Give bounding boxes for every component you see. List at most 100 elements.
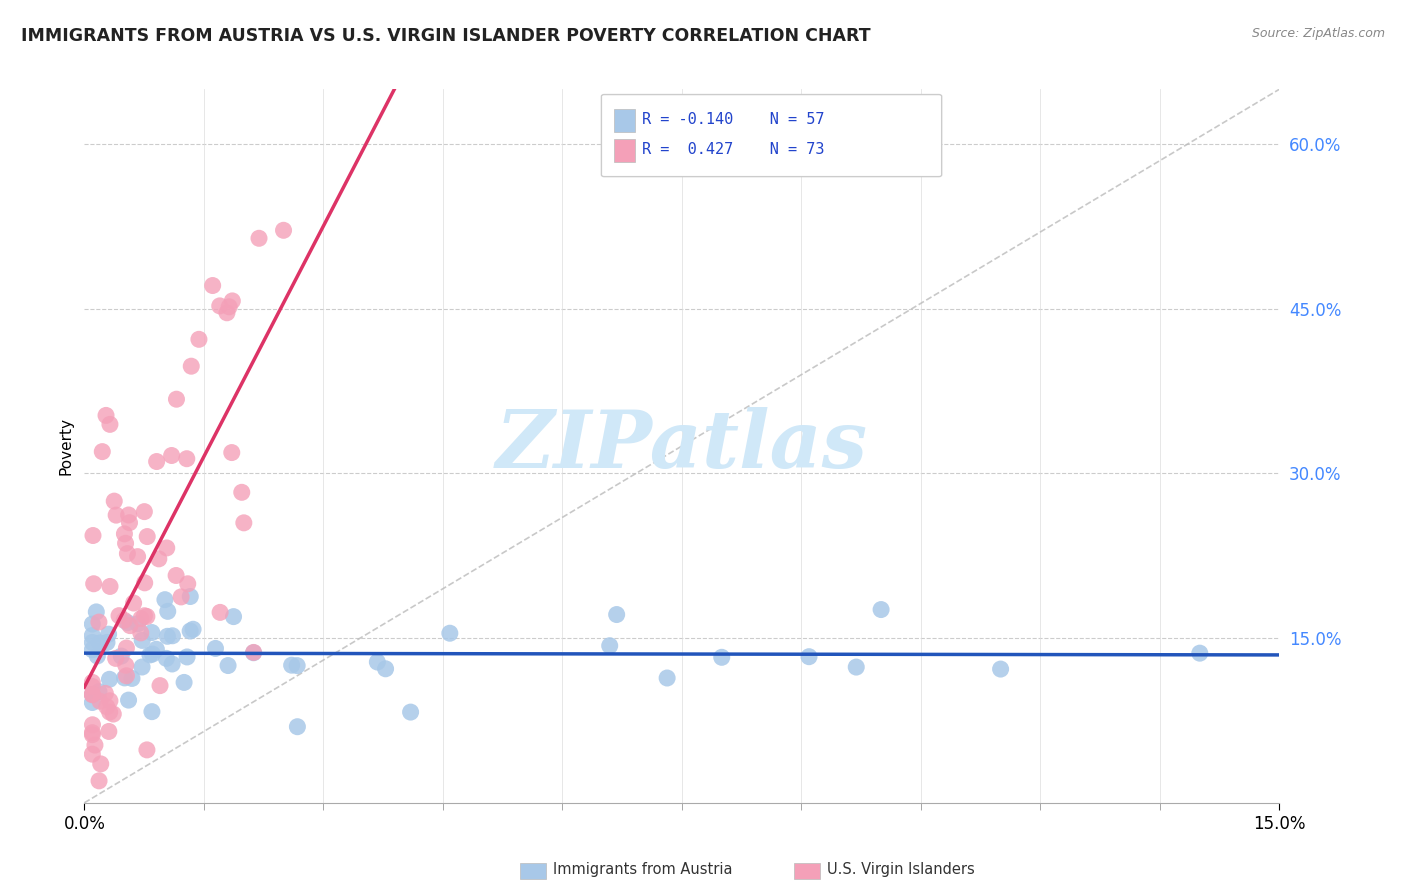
Point [204, 641, 226, 656]
Point [103, 494, 125, 508]
Point [117, 693, 139, 707]
Point [117, 615, 139, 630]
Point [97, 724, 120, 739]
Point [160, 449, 183, 463]
Point [162, 629, 184, 643]
Point [87, 773, 110, 788]
Point [439, 626, 461, 640]
Point [82, 688, 104, 702]
Point [122, 596, 145, 610]
Point [86, 648, 108, 663]
Point [87, 684, 110, 698]
Point [89, 636, 111, 650]
Point [990, 662, 1012, 676]
Point [179, 624, 201, 638]
Point [82, 528, 104, 542]
Point [285, 658, 308, 673]
Point [89, 694, 111, 708]
Point [170, 590, 193, 604]
Point [82, 725, 104, 739]
Point [870, 602, 893, 616]
Point [114, 658, 136, 673]
Point [215, 306, 238, 320]
Point [127, 616, 149, 631]
Point [179, 590, 201, 604]
Point [141, 647, 163, 661]
Point [141, 625, 163, 640]
Text: R =  0.427    N = 73: R = 0.427 N = 73 [643, 143, 825, 157]
Point [134, 505, 156, 519]
Point [103, 707, 125, 722]
Point [287, 720, 309, 734]
Point [180, 359, 202, 374]
Point [112, 526, 135, 541]
Point [797, 649, 820, 664]
Point [153, 592, 176, 607]
Point [221, 445, 243, 459]
Text: ZIPatlas: ZIPatlas [496, 408, 868, 484]
Point [148, 552, 170, 566]
Point [280, 658, 302, 673]
Point [156, 604, 179, 618]
Point [222, 609, 245, 624]
Point [83, 576, 105, 591]
Point [115, 669, 138, 683]
Point [201, 278, 224, 293]
Point [104, 651, 127, 665]
Point [98, 673, 121, 687]
Point [131, 660, 153, 674]
Point [118, 516, 141, 530]
Point [242, 645, 264, 659]
Text: Source: ZipAtlas.com: Source: ZipAtlas.com [1251, 27, 1385, 40]
Point [232, 516, 254, 530]
Point [118, 618, 141, 632]
Point [845, 660, 868, 674]
Point [156, 629, 179, 643]
Point [82, 675, 104, 690]
Point [606, 607, 628, 622]
Point [131, 633, 153, 648]
Point [242, 646, 264, 660]
Point [115, 640, 138, 655]
Point [108, 608, 131, 623]
Point [366, 655, 388, 669]
Point [149, 679, 172, 693]
Point [112, 613, 135, 627]
Point [129, 626, 152, 640]
Point [98, 705, 121, 719]
Point [145, 454, 167, 468]
Point [176, 649, 198, 664]
Point [82, 680, 104, 694]
Point [273, 223, 295, 237]
Point [114, 536, 136, 550]
Point [84, 605, 107, 619]
Point [177, 576, 200, 591]
Point [173, 675, 195, 690]
Point [374, 662, 396, 676]
Point [231, 485, 253, 500]
Point [181, 622, 204, 636]
Point [96, 699, 118, 714]
Point [187, 332, 209, 346]
Point [208, 299, 231, 313]
Point [82, 642, 104, 657]
Point [94, 686, 117, 700]
Point [710, 650, 733, 665]
Point [96, 635, 118, 649]
Point [155, 651, 177, 665]
Point [98, 579, 121, 593]
Point [217, 658, 239, 673]
Text: R = -0.140    N = 57: R = -0.140 N = 57 [643, 112, 825, 128]
Point [127, 549, 149, 564]
Point [134, 608, 156, 623]
Point [82, 696, 104, 710]
Point [87, 615, 110, 629]
Point [82, 617, 104, 632]
Point [165, 568, 187, 582]
Text: Immigrants from Austria: Immigrants from Austria [553, 863, 733, 877]
Point [110, 649, 132, 664]
Point [136, 530, 159, 544]
Point [655, 671, 678, 685]
Point [98, 417, 121, 432]
Y-axis label: Poverty: Poverty [58, 417, 73, 475]
